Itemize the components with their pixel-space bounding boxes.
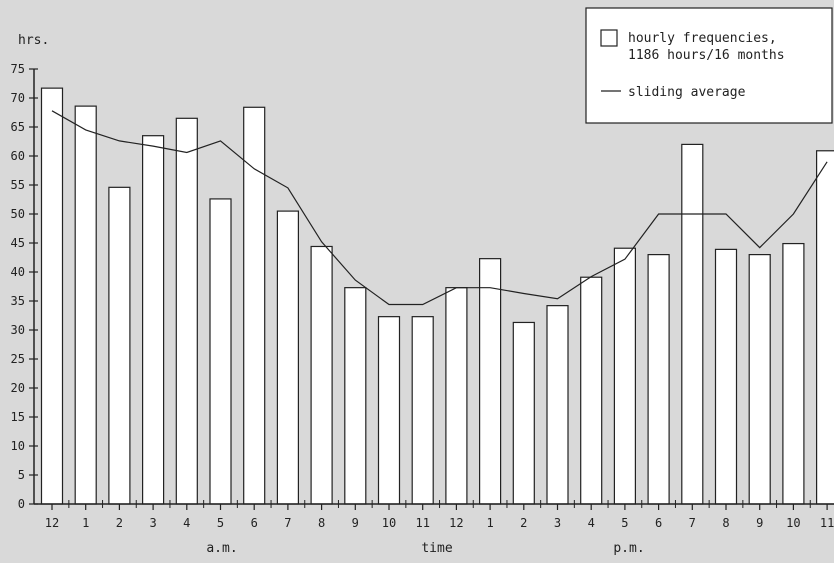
bar (345, 288, 366, 504)
x-tick-label: 6 (251, 516, 258, 530)
y-tick-label: 45 (11, 236, 25, 250)
y-tick-label: 75 (11, 62, 25, 76)
x-tick-label: 8 (722, 516, 729, 530)
bar (277, 211, 298, 504)
bar (109, 187, 130, 504)
legend-bar-swatch (601, 30, 617, 46)
bar (547, 306, 568, 504)
bar (210, 199, 231, 504)
y-tick-label: 10 (11, 439, 25, 453)
y-tick-label: 50 (11, 207, 25, 221)
x-tick-label: 9 (352, 516, 359, 530)
legend-bar-label-line2: 1186 hours/16 months (628, 48, 785, 63)
y-tick-label: 20 (11, 381, 25, 395)
bar (480, 259, 501, 504)
y-tick-label: 25 (11, 352, 25, 366)
bar (412, 317, 433, 504)
bar (716, 249, 737, 504)
x-tick-label: 7 (689, 516, 696, 530)
y-tick-label: 0 (18, 497, 25, 511)
y-axis: 0 5 10 15 20 25 30 35 40 45 50 55 60 65 70 75 (11, 62, 38, 511)
y-tick-label: 70 (11, 91, 25, 105)
y-tick-label: 55 (11, 178, 25, 192)
bar (379, 317, 400, 504)
bar (446, 288, 467, 504)
y-tick-label: 35 (11, 294, 25, 308)
y-tick-label: 65 (11, 120, 25, 134)
bar (648, 255, 669, 504)
y-tick-label: 5 (18, 468, 25, 482)
x-tick-label: 3 (554, 516, 561, 530)
x-tick-label: 8 (318, 516, 325, 530)
bar (311, 246, 332, 504)
bar (143, 136, 164, 504)
x-tick-label: 10 (786, 516, 800, 530)
x-tick-label: 11 (820, 516, 834, 530)
x-tick-label: 5 (217, 516, 224, 530)
x-axis-label: time (421, 541, 452, 556)
legend-line-label: sliding average (628, 85, 746, 100)
x-tick-label: 12 (45, 516, 59, 530)
sliding-average-line (52, 111, 827, 305)
pm-label: p.m. (613, 541, 644, 556)
x-tick-label: 2 (520, 516, 527, 530)
x-tick-label: 4 (183, 516, 190, 530)
x-tick-label: 1 (486, 516, 493, 530)
y-tick-label: 40 (11, 265, 25, 279)
x-tick-label: 1 (82, 516, 89, 530)
legend-bar-label-line1: hourly frequencies, (628, 31, 777, 46)
y-axis-label: hrs. (18, 33, 49, 48)
bar (817, 151, 834, 504)
am-label: a.m. (206, 541, 237, 556)
bar (176, 118, 197, 504)
bar (513, 322, 534, 504)
x-tick-label: 6 (655, 516, 662, 530)
legend-box (586, 8, 832, 123)
legend: hourly frequencies, 1186 hours/16 months… (586, 8, 832, 123)
x-tick-label: 7 (284, 516, 291, 530)
bar (75, 106, 96, 504)
y-tick-label: 15 (11, 410, 25, 424)
y-tick-label: 60 (11, 149, 25, 163)
x-tick-label: 4 (588, 516, 595, 530)
x-tick-label: 9 (756, 516, 763, 530)
x-tick-label: 2 (116, 516, 123, 530)
bar (614, 248, 635, 504)
sliding-average-line-group (52, 111, 827, 305)
bar (682, 144, 703, 504)
y-tick-label: 30 (11, 323, 25, 337)
bars (42, 88, 834, 504)
bar (42, 88, 63, 504)
bar (244, 107, 265, 504)
x-tick-label: 11 (415, 516, 429, 530)
x-tick-label: 5 (621, 516, 628, 530)
x-tick-label: 12 (449, 516, 463, 530)
x-tick-label: 3 (149, 516, 156, 530)
bar (749, 255, 770, 504)
bar (581, 277, 602, 504)
x-tick-label: 10 (382, 516, 396, 530)
bar (783, 244, 804, 504)
